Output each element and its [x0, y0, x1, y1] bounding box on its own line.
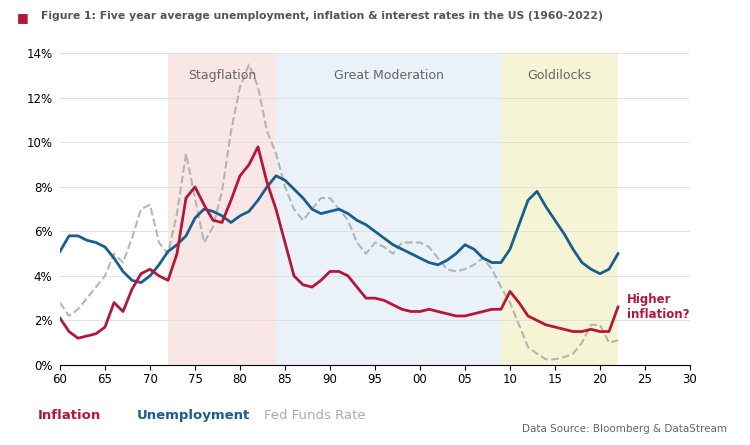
Text: Unemployment: Unemployment — [137, 409, 250, 422]
Text: Figure 1: Five year average unemployment, inflation & interest rates in the US (: Figure 1: Five year average unemployment… — [41, 11, 603, 21]
Bar — [501, 53, 618, 365]
Text: Great Moderation: Great Moderation — [334, 69, 443, 82]
Bar — [168, 53, 276, 365]
Text: Data Source: Bloomberg & DataStream: Data Source: Bloomberg & DataStream — [523, 424, 728, 434]
Text: Higher
inflation?: Higher inflation? — [627, 293, 689, 321]
Text: Fed Funds Rate: Fed Funds Rate — [264, 409, 366, 422]
Text: Stagflation: Stagflation — [188, 69, 256, 82]
Bar — [276, 53, 501, 365]
Text: Goldilocks: Goldilocks — [527, 69, 592, 82]
Text: Inflation: Inflation — [38, 409, 100, 422]
Text: ■: ■ — [16, 11, 28, 24]
